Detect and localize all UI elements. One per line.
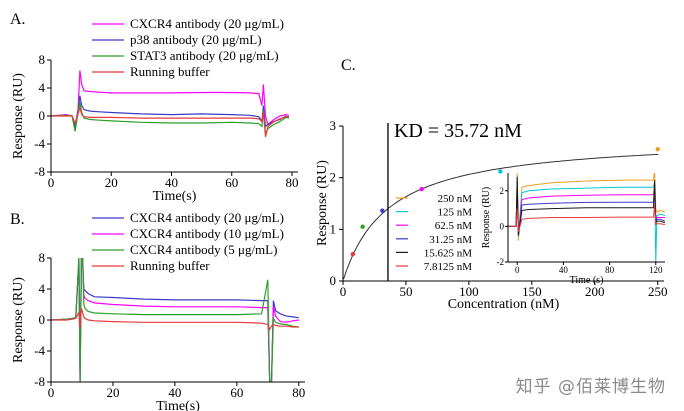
panel-label: B. [10, 211, 25, 228]
data-point [360, 224, 365, 229]
y-tick-label: 1 [330, 221, 337, 236]
x-tick-label: 80 [285, 175, 298, 190]
inset-y-tick-label: -2 [497, 257, 505, 267]
legend-entry: 250 nM [437, 193, 472, 205]
watermark: 知乎 @佰莱博生物 [515, 377, 666, 397]
y-axis-label: Response (RU) [11, 73, 26, 159]
x-tick-label: 50 [399, 284, 412, 299]
legend-entry: CXCR4 antibody (10 μg/mL) [130, 226, 284, 241]
inset-y-tick-label: 2 [500, 186, 505, 196]
x-tick-label: 200 [585, 284, 605, 299]
y-tick-label: 0 [39, 312, 46, 327]
legend-entry: 62.5 nM [435, 220, 473, 232]
inset-series-line-5 [508, 176, 665, 236]
legend-entry: Running buffer [130, 64, 210, 79]
x-tick-label: 250 [648, 284, 668, 299]
series-line-4 [51, 308, 299, 331]
x-tick-label: 60 [225, 175, 238, 190]
legend-entry: 7.8125 nM [424, 261, 473, 273]
panel-label: C. [341, 57, 356, 74]
x-tick-label: 80 [292, 385, 305, 400]
x-tick-label: 40 [165, 175, 178, 190]
data-point [419, 186, 424, 192]
y-tick-label: 4 [39, 281, 46, 296]
x-tick-label: 60 [230, 385, 243, 400]
inset-x-tick-label: 120 [649, 265, 663, 275]
inset-y-axis-label: Response (RU) [481, 187, 492, 248]
x-axis-label: Time(s) [153, 189, 197, 204]
y-tick-label: 3 [330, 118, 337, 133]
x-tick-label: 0 [48, 175, 55, 190]
y-tick-label: -8 [34, 164, 45, 179]
legend-entry: CXCR4 antibody (20 μg/mL) [130, 16, 284, 31]
y-axis-label: Response (RU) [11, 277, 26, 363]
legend-entry: 31.25 nM [429, 234, 472, 246]
panel-label: A. [10, 11, 26, 28]
kd-annotation: KD = 35.72 nM [394, 120, 522, 142]
inset-x-axis-label: Time (s) [570, 275, 604, 286]
y-tick-label: -4 [34, 136, 45, 151]
legend-entry: Running buffer [130, 258, 210, 273]
x-tick-label: 0 [48, 385, 55, 400]
inset-series-line-6 [508, 204, 665, 232]
y-tick-label: 2 [330, 170, 337, 185]
inset-y-tick-label: 0 [500, 221, 505, 231]
inset-x-tick-label: 80 [605, 265, 615, 275]
x-tick-label: 0 [340, 284, 347, 299]
series-line-3 [51, 258, 299, 382]
y-tick-label: 0 [330, 273, 337, 288]
fit-curve [343, 153, 659, 280]
x-tick-label: 20 [105, 175, 118, 190]
y-tick-label: 8 [39, 52, 46, 67]
series-line-4 [51, 105, 289, 138]
y-tick-label: -8 [34, 374, 45, 389]
y-tick-label: -4 [34, 343, 45, 358]
inset-x-tick-label: 40 [559, 265, 569, 275]
data-point [655, 147, 660, 152]
x-tick-label: 150 [522, 284, 542, 299]
x-tick-label: 40 [168, 385, 181, 400]
x-axis-label: Time(s) [156, 399, 200, 411]
data-point [350, 251, 356, 257]
legend-entry: STAT3 antibody (20 μg/mL) [130, 48, 279, 63]
y-tick-label: 8 [39, 250, 46, 265]
y-tick-label: 4 [39, 80, 46, 95]
inset-x-tick-label: 0 [515, 265, 520, 275]
legend-entry: CXCR4 antibody (20 μg/mL) [130, 210, 284, 225]
legend-entry: 125 nM [437, 207, 472, 219]
y-axis-label: Response (RU) [315, 160, 330, 246]
x-tick-label: 20 [106, 385, 119, 400]
legend-entry: p38 antibody (20 μg/mL) [130, 32, 262, 47]
legend-entry: 15.625 nM [424, 247, 473, 259]
legend-entry: CXCR4 antibody (5 μg/mL) [130, 242, 277, 257]
x-tick-label: 100 [459, 284, 479, 299]
x-axis-label: Concentration (nM) [448, 297, 560, 312]
data-point [380, 208, 385, 213]
y-tick-label: 0 [39, 108, 46, 123]
data-point [498, 169, 503, 174]
